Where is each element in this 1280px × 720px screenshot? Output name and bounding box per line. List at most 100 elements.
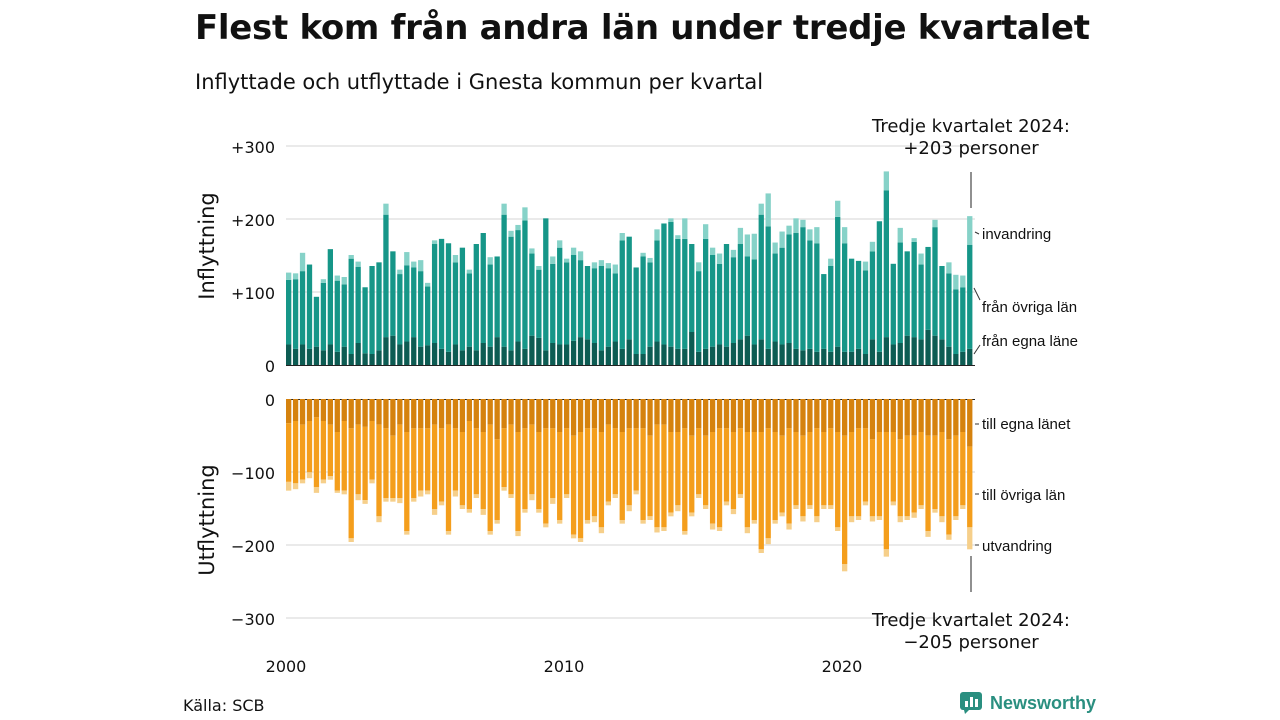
outflow-bar-till_ovriga_lan xyxy=(911,435,917,513)
outflow-bar-till_ovriga_lan xyxy=(689,435,695,513)
outflow-bar-till_ovriga_lan xyxy=(612,428,618,495)
inflow-bar-fran_egna_lane xyxy=(703,348,709,365)
inflow-bar-fran_ovriga_lan xyxy=(348,258,354,354)
inflow-bar-invandring xyxy=(557,240,563,248)
y-tick-label: +300 xyxy=(231,138,275,157)
outflow-bar-till_ovriga_lan xyxy=(953,435,959,517)
outflow-bar-till_egna_lanet xyxy=(522,399,528,429)
outflow-bar-till_ovriga_lan xyxy=(765,428,771,539)
outflow-bar-till_ovriga_lan xyxy=(751,432,757,520)
outflow-bar-till_ovriga_lan xyxy=(557,432,563,520)
inflow-bar-fran_egna_lane xyxy=(390,335,396,365)
inflow-bar-fran_egna_lane xyxy=(932,335,938,365)
inflow-bar-fran_egna_lane xyxy=(723,346,730,365)
inflow-bar-fran_egna_lane xyxy=(904,335,910,365)
outflow-bar-utvandring xyxy=(758,549,764,553)
outflow-bar-utvandring xyxy=(835,527,841,531)
inflow-bar-fran_ovriga_lan xyxy=(306,264,313,349)
series-label-fran-egna-lane: från egna läne xyxy=(982,333,1078,350)
outflow-bar-till_ovriga_lan xyxy=(654,424,660,528)
outflow-bar-till_egna_lanet xyxy=(675,399,681,432)
inflow-bar-fran_egna_lane xyxy=(848,351,855,365)
x-axis-ticks: 2000 2010 2020 xyxy=(266,657,863,676)
outflow-bar-till_ovriga_lan xyxy=(299,424,306,480)
outflow-bar-till_ovriga_lan xyxy=(529,424,535,495)
inflow-bar-invandring xyxy=(404,252,410,266)
inflow-bar-fran_ovriga_lan xyxy=(299,271,306,345)
outflow-bar-till_egna_lanet xyxy=(425,399,431,429)
inflow-bar-fran_ovriga_lan xyxy=(723,244,730,347)
inflow-bar-invandring xyxy=(716,253,723,264)
outflow-bar-till_egna_lanet xyxy=(390,399,396,436)
outflow-bar-utvandring xyxy=(807,505,813,509)
inflow-bar-fran_egna_lane xyxy=(668,346,674,365)
outflow-bar-utvandring xyxy=(744,527,750,534)
inflow-bar-fran_egna_lane xyxy=(522,348,528,365)
inflow-bar-fran_ovriga_lan xyxy=(327,249,333,345)
inflow-bar-fran_ovriga_lan xyxy=(716,263,723,345)
inflow-bar-invandring xyxy=(411,261,417,268)
inflow-bar-fran_ovriga_lan xyxy=(508,236,514,351)
inflow-bar-fran_egna_lane xyxy=(362,353,368,365)
outflow-bar-utvandring xyxy=(967,527,973,550)
outflow-bar-till_egna_lanet xyxy=(709,399,716,432)
outflow-bar-utvandring xyxy=(522,509,528,513)
outflow-bar-till_egna_lanet xyxy=(557,399,563,432)
outflow-bar-till_ovriga_lan xyxy=(473,428,479,495)
inflow-bar-invandring xyxy=(529,248,535,254)
inflow-bar-fran_egna_lane xyxy=(647,346,653,365)
outflow-bar-till_egna_lanet xyxy=(751,399,757,432)
outflow-bar-till_egna_lanet xyxy=(327,399,333,425)
outflow-bar-till_ovriga_lan xyxy=(675,432,681,506)
outflow-bar-till_egna_lanet xyxy=(536,399,542,432)
outflow-bar-till_egna_lanet xyxy=(383,399,389,429)
inflow-bar-fran_egna_lane xyxy=(397,344,403,365)
inflow-bar-fran_egna_lane xyxy=(654,341,660,365)
inflow-bar-invandring xyxy=(911,238,917,242)
outflow-bar-utvandring xyxy=(932,509,938,513)
outflow-bar-utvandring xyxy=(591,516,598,523)
outflow-bar-till_ovriga_lan xyxy=(855,428,862,517)
inflow-bar-fran_ovriga_lan xyxy=(946,273,952,347)
inflow-bar-fran_egna_lane xyxy=(584,339,591,365)
outflow-bar-utvandring xyxy=(452,490,459,497)
outflow-bar-till_ovriga_lan xyxy=(369,421,375,480)
outflow-bar-till_egna_lanet xyxy=(904,399,910,436)
outflow-bar-till_egna_lanet xyxy=(939,399,945,432)
outflow-bar-utvandring xyxy=(619,519,625,524)
outflow-bar-till_egna_lanet xyxy=(501,399,507,429)
inflow-bar-fran_ovriga_lan xyxy=(529,253,535,336)
outflow-bar-till_egna_lanet xyxy=(793,399,799,432)
outflow-bar-till_ovriga_lan xyxy=(633,428,639,491)
outflow-y-ticks: 0 −100 −200 −300 xyxy=(231,391,275,629)
outflow-bar-till_egna_lanet xyxy=(480,399,486,432)
inflow-bar-fran_egna_lane xyxy=(946,346,952,365)
outflow-bar-till_ovriga_lan xyxy=(425,428,431,491)
inflow-bar-fran_egna_lane xyxy=(383,337,389,365)
inflow-bar-fran_ovriga_lan xyxy=(876,221,883,352)
inflow-bar-fran_ovriga_lan xyxy=(438,238,445,349)
inflow-bar-fran_ovriga_lan xyxy=(689,244,695,333)
inflow-bar-fran_egna_lane xyxy=(557,344,563,365)
outflow-bar-till_ovriga_lan xyxy=(564,428,570,495)
series-label-utvandring: utvandring xyxy=(982,538,1052,555)
inflow-bar-fran_egna_lane xyxy=(675,348,681,365)
inflow-bar-fran_egna_lane xyxy=(807,348,813,365)
outflow-bar-till_ovriga_lan xyxy=(445,424,452,531)
inflow-bar-fran_ovriga_lan xyxy=(320,282,327,351)
outflow-bar-utvandring xyxy=(598,527,605,534)
inflow-bar-fran_egna_lane xyxy=(925,329,931,365)
outflow-bar-utvandring xyxy=(904,516,910,520)
outflow-bar-till_egna_lanet xyxy=(946,399,952,440)
chart-subtitle: Inflyttade och utflyttade i Gnesta kommu… xyxy=(195,70,764,94)
inflow-bar-fran_egna_lane xyxy=(577,337,584,365)
inflow-bar-invandring xyxy=(348,255,354,259)
outflow-bar-till_egna_lanet xyxy=(292,399,299,421)
outflow-bar-utvandring xyxy=(564,494,570,498)
outflow-bar-till_egna_lanet xyxy=(529,399,535,425)
inflow-bar-fran_ovriga_lan xyxy=(557,247,563,345)
inflow-bar-invandring xyxy=(800,219,806,228)
inflow-bar-fran_egna_lane xyxy=(821,348,827,365)
inflow-bar-fran_egna_lane xyxy=(543,350,549,365)
y-tick-label: −300 xyxy=(231,610,275,629)
